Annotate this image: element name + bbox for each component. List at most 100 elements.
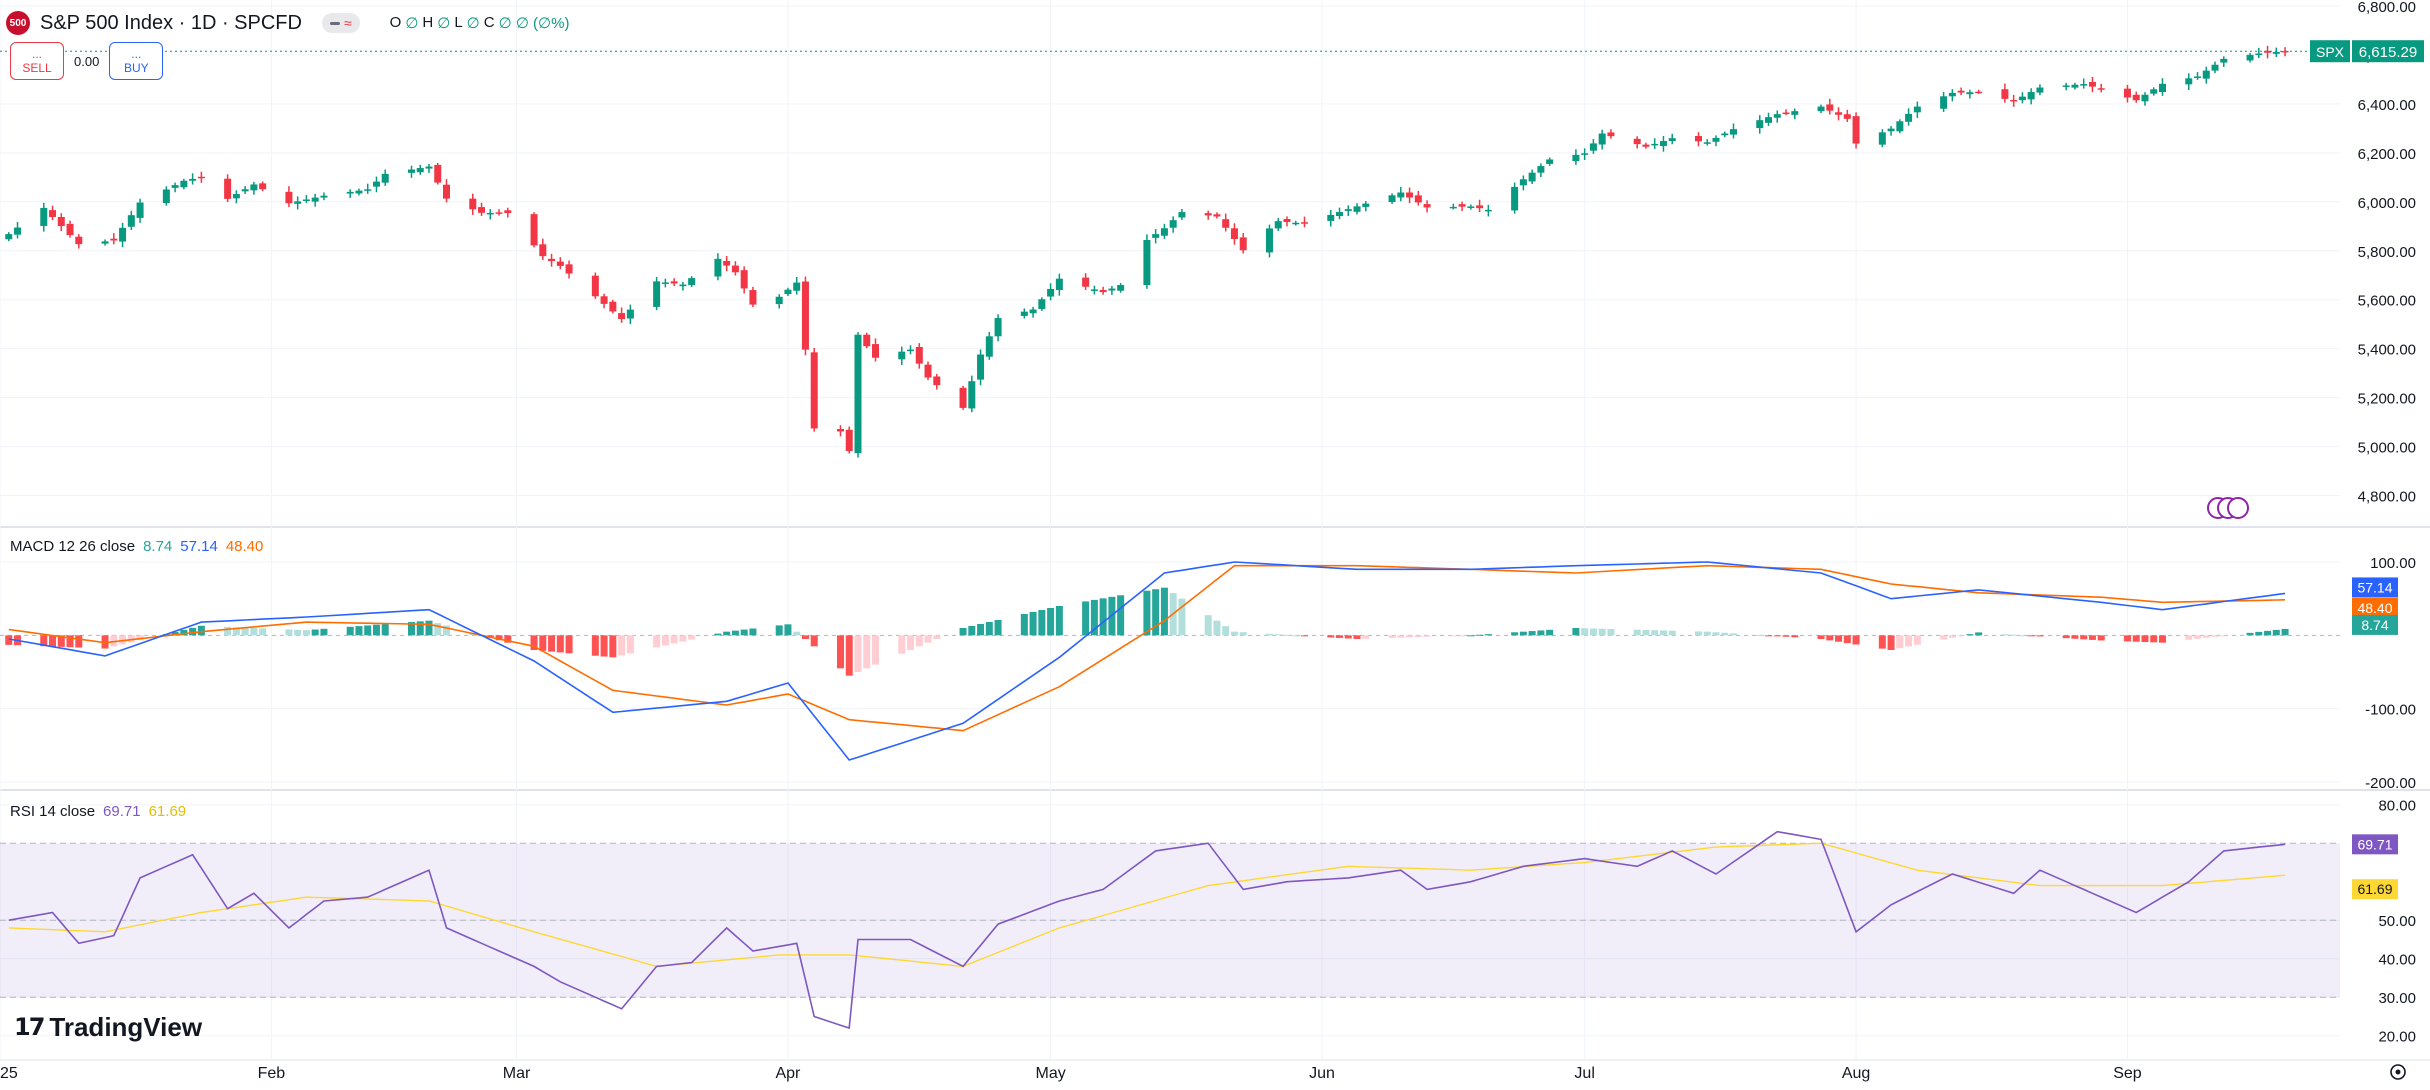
indicator-toggle-pill[interactable]: ≈ xyxy=(321,13,360,33)
symbol-logo[interactable]: 500 xyxy=(6,11,30,35)
candle-body xyxy=(1169,220,1177,228)
wave-icon: ≈ xyxy=(343,15,352,31)
macd-histogram-bar xyxy=(1843,635,1851,644)
candle-body xyxy=(2132,94,2140,101)
minus-icon xyxy=(329,21,340,25)
candle-body xyxy=(364,189,372,191)
macd-histogram-bar xyxy=(2097,635,2105,641)
candle-body xyxy=(1729,129,1737,135)
candle-body xyxy=(1292,222,1300,225)
macd-histogram-bar xyxy=(259,628,267,636)
rsi-legend[interactable]: RSI 14 close 69.71 61.69 xyxy=(10,803,186,820)
price-axis-tick-label: 5,000.00 xyxy=(2358,440,2416,457)
candle-body xyxy=(1082,277,1090,287)
price-pane[interactable] xyxy=(0,45,2340,519)
candle-body xyxy=(1791,111,1799,115)
candle-body xyxy=(2001,89,2009,99)
macd-histogram-bar xyxy=(1283,634,1291,636)
macd-line xyxy=(8,561,2286,761)
candle-body xyxy=(836,428,844,432)
candle-body xyxy=(224,178,232,199)
rsi-pane[interactable] xyxy=(0,830,2340,1030)
candle-body xyxy=(1458,204,1466,207)
candle-body xyxy=(136,202,144,218)
candle-body xyxy=(1353,206,1361,212)
candle-body xyxy=(1948,92,1956,97)
macd-histogram-bar xyxy=(1589,628,1597,636)
candle-body xyxy=(898,351,906,360)
candle-body xyxy=(1029,309,1037,314)
macd-histogram-bar xyxy=(1511,632,1519,636)
buy-button[interactable]: ... BUY xyxy=(109,42,164,80)
candle-body xyxy=(1843,114,1851,119)
macd-histogram-bar xyxy=(1152,589,1160,636)
candle-body xyxy=(285,191,293,204)
macd-histogram-bar xyxy=(1633,629,1641,636)
candle-body xyxy=(2158,83,2166,92)
macd-histogram-bar xyxy=(793,631,801,636)
macd-histogram-bar xyxy=(2220,635,2228,637)
macd-histogram-bar xyxy=(530,635,538,650)
candle-body xyxy=(924,364,932,378)
macd-histogram-bar xyxy=(1598,628,1606,636)
candle-body xyxy=(609,301,617,312)
candle-body xyxy=(1642,144,1650,147)
settings-gear-icon[interactable] xyxy=(2390,1064,2406,1080)
macd-histogram-bar xyxy=(1388,635,1396,638)
symbol-title[interactable]: S&P 500 Index · 1D · SPCFD xyxy=(40,11,302,34)
macd-pane[interactable] xyxy=(0,561,2340,761)
macd-histogram-bar xyxy=(1528,631,1536,636)
candle-body xyxy=(14,227,22,235)
last-price-tag: SPX 6,615.29 xyxy=(2310,40,2424,63)
sell-button[interactable]: ... SELL xyxy=(10,42,64,80)
candle-body xyxy=(1336,212,1344,217)
candle-body xyxy=(2272,52,2280,54)
time-axis[interactable]: 2025 Feb Mar Apr May Jun Jul Aug Sep xyxy=(0,1064,2406,1082)
time-axis-tick-label: Aug xyxy=(1842,1065,1870,1082)
candle-body xyxy=(2027,92,2035,100)
ohlc-open-value: ∅ xyxy=(405,15,419,32)
macd-histogram-bar xyxy=(2018,635,2026,637)
candle-body xyxy=(985,336,993,357)
macd-histogram-bar xyxy=(968,626,976,636)
macd-histogram-bar xyxy=(609,635,617,658)
macd-signal-line xyxy=(8,564,2286,732)
candle-body xyxy=(66,223,74,236)
macd-histogram-bar xyxy=(1703,631,1711,636)
candle-body xyxy=(241,189,249,192)
macd-legend[interactable]: MACD 12 26 close 8.74 57.14 48.40 xyxy=(10,538,263,555)
macd-hist-tag: 8.74 xyxy=(2352,614,2398,635)
candle-body xyxy=(1484,209,1492,212)
tradingview-logo[interactable]: 𝟭𝟳 TradingView xyxy=(14,1012,202,1043)
macd-histogram-bar xyxy=(1327,635,1335,638)
candle-body xyxy=(1537,166,1545,173)
candle-body xyxy=(2071,84,2079,88)
macd-histogram-bar xyxy=(731,630,739,636)
macd-histogram-bar xyxy=(495,635,503,641)
macd-histogram-bar xyxy=(40,635,48,647)
price-axis-tick-label: 6,000.00 xyxy=(2358,195,2416,212)
macd-histogram-bar xyxy=(346,626,354,636)
macd-histogram-bar xyxy=(1265,633,1273,636)
rsi-ma-tag-text: 61.69 xyxy=(2357,881,2392,897)
buy-price: ... xyxy=(131,47,142,61)
macd-axis-tick-label: -100.00 xyxy=(2365,702,2416,719)
macd-histogram-bar xyxy=(556,635,564,653)
macd-histogram-bar xyxy=(1721,632,1729,636)
candle-body xyxy=(372,181,380,187)
candle-body xyxy=(1423,204,1431,208)
macd-histogram-bar xyxy=(1581,628,1589,636)
candle-body xyxy=(968,381,976,409)
macd-histogram-bar xyxy=(1292,635,1300,637)
macd-histogram-bar xyxy=(714,633,722,636)
candle-body xyxy=(2150,89,2158,94)
rsi-axis-tick-label: 80.00 xyxy=(2378,798,2416,815)
candle-body xyxy=(1913,106,1921,113)
macd-histogram-bar xyxy=(1029,612,1037,636)
tradingview-mark-icon: 𝟭𝟳 xyxy=(14,1014,45,1041)
price-tag: 6,615.29 xyxy=(2359,44,2417,61)
macd-histogram-bar xyxy=(75,635,83,648)
candle-body xyxy=(1589,143,1597,151)
sell-price: ... xyxy=(31,47,42,61)
